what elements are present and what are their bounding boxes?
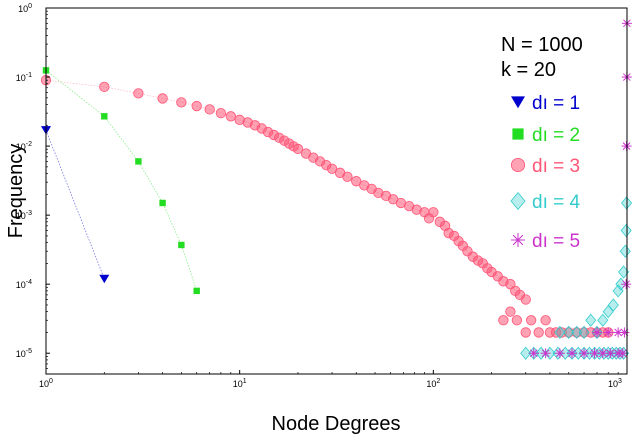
- series-5-point: [592, 327, 603, 338]
- legend-item-1: dı = 1: [511, 93, 580, 114]
- series-3-point: [99, 81, 110, 93]
- series-3-point: [292, 143, 304, 155]
- x-tick-label: 102: [426, 378, 440, 389]
- series-4-point: [563, 325, 575, 340]
- y-tick-label: 10-1: [16, 72, 32, 83]
- legend-marker-4: [510, 191, 526, 211]
- series-4-point: [602, 305, 614, 319]
- series-3-point: [342, 171, 353, 182]
- series-5-point: [528, 348, 539, 359]
- series-3-point: [215, 107, 227, 119]
- series-5-point: [579, 348, 590, 359]
- series-5-point: [566, 348, 577, 359]
- series-3-point: [428, 207, 439, 218]
- series-1-line: [45, 130, 105, 279]
- series-4-point: [597, 313, 609, 327]
- legend-marker-5: [511, 233, 525, 247]
- axis-ticks: 100 101 102 103 100 10-1 10-2 10-3 10-4 10-5: [16, 3, 628, 389]
- y-tick-label: 100: [18, 3, 32, 14]
- legend-marker-2: [512, 128, 524, 140]
- series-4-point: [571, 325, 583, 340]
- series-3-point: [225, 111, 236, 122]
- series-3-point: [351, 176, 362, 187]
- series-3-point: [505, 306, 516, 317]
- series-3-point: [133, 88, 144, 99]
- series-3-point: [326, 163, 338, 174]
- series-2-point: [135, 158, 142, 165]
- series-5-point: [540, 348, 551, 359]
- legend-label-2: dı = 2: [532, 125, 580, 146]
- series-4-point: [585, 313, 597, 327]
- series-5-point: [597, 348, 608, 359]
- series-3-point: [157, 93, 168, 104]
- y-tick-label: 10-3: [16, 210, 32, 221]
- y-tick-label: 10-4: [16, 279, 32, 290]
- legend-label-3: dı = 3: [532, 156, 580, 177]
- info-n: N = 1000: [501, 34, 583, 56]
- series-5-point: [603, 327, 614, 338]
- series-3-point: [498, 315, 509, 326]
- series-2-point: [101, 113, 108, 120]
- series-4-point: [619, 244, 631, 258]
- legend-item-3: dı = 3: [510, 156, 580, 177]
- plot-area: [45, 7, 628, 375]
- series-3-point: [204, 104, 215, 115]
- x-tick-label: 100: [39, 378, 53, 389]
- series-2-point: [193, 287, 200, 295]
- x-tick-label: 103: [608, 378, 622, 389]
- legend-label-5: dı = 5: [532, 231, 580, 252]
- series-3-point: [533, 327, 544, 338]
- y-tick-label: 10-2: [16, 141, 32, 152]
- y-tick-label: 10-5: [16, 348, 32, 359]
- legend: dı = 1 dı = 2 dı = 3 dı = 4 dı = 5: [510, 93, 580, 252]
- legend-marker-1: [511, 96, 525, 109]
- series-5-point: [619, 327, 630, 338]
- series-1-point: [99, 274, 110, 284]
- legend-item-2: dı = 2: [512, 125, 580, 146]
- series-5-point: [617, 348, 628, 359]
- series-2-point: [178, 241, 185, 249]
- series-5-point: [554, 348, 565, 359]
- series-2-point: [159, 199, 166, 207]
- y-axis-title: Frequency: [5, 144, 27, 239]
- series-3-point: [511, 315, 523, 326]
- series-4-point: [607, 298, 619, 312]
- series-3-point: [176, 97, 187, 108]
- chart-marks: [40, 18, 632, 360]
- info-k: k = 20: [501, 59, 556, 81]
- series-4-point: [520, 346, 532, 360]
- legend-item-4: dı = 4: [510, 191, 580, 213]
- legend-label-1: dı = 1: [532, 93, 580, 114]
- series-4-point: [620, 223, 632, 238]
- info-box: N = 1000 k = 20: [501, 34, 583, 81]
- legend-item-5: dı = 5: [511, 231, 580, 252]
- legend-label-4: dı = 4: [532, 192, 580, 213]
- series-4-point: [578, 325, 590, 340]
- series-3-point: [520, 294, 531, 305]
- x-tick-label: 101: [233, 378, 247, 389]
- series-3-point: [191, 100, 202, 112]
- series-5-point: [621, 279, 632, 290]
- series-4-point: [554, 325, 566, 340]
- series-3-point: [526, 315, 537, 326]
- x-axis-title: Node Degrees: [272, 413, 401, 435]
- series-3-point: [520, 327, 531, 338]
- legend-marker-3: [510, 157, 526, 173]
- series-3-point: [540, 315, 551, 326]
